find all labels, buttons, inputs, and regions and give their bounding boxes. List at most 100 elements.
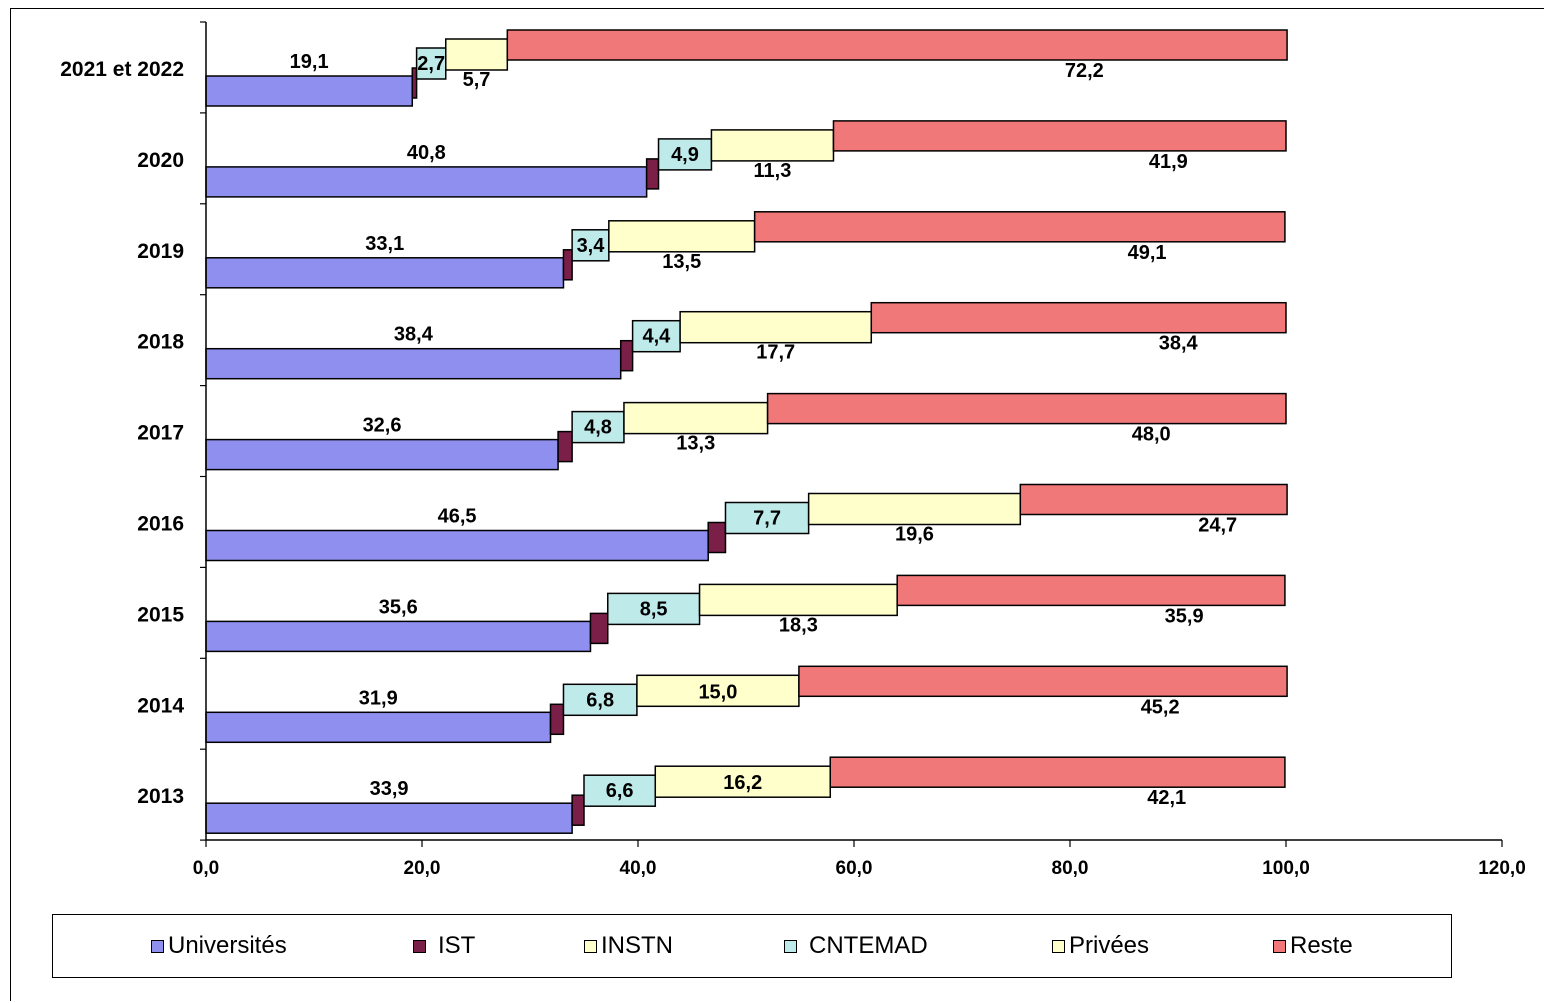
data-label-cntemad: 6,8 — [586, 689, 614, 711]
bar-cntemad-2020 — [657, 138, 713, 171]
bar-privees-2019 — [608, 220, 756, 253]
bar-universites-2014 — [205, 711, 552, 744]
bar-ist-2021-et-2022 — [411, 67, 418, 99]
bar-universites-2019 — [205, 257, 565, 289]
category-label: 2020 — [137, 149, 184, 172]
data-label-reste: 41,9 — [1149, 151, 1188, 173]
bar-privees-2013 — [654, 765, 831, 798]
bar-privees-2020 — [710, 129, 835, 162]
legend-label-instn: INSTN — [601, 932, 673, 959]
data-label-reste: 24,7 — [1198, 515, 1237, 537]
bar-reste-2015 — [896, 574, 1286, 607]
bar-universites-2021-et-2022 — [205, 75, 414, 107]
category-label: 2016 — [137, 513, 184, 536]
legend-swatch-cntemad — [784, 939, 797, 953]
data-label-cntemad: 8,5 — [640, 598, 668, 620]
labels-layer: 2021 et 2022 2020 2019 2018 2017 2016 2015 2014… — [60, 51, 1237, 809]
data-label-privees: 5,7 — [463, 69, 491, 91]
legend-item-universites: Universités — [151, 932, 287, 959]
bar-privees-2021-et-2022 — [445, 38, 509, 71]
data-label-privees: 11,3 — [754, 160, 792, 182]
data-label-cntemad: 3,4 — [577, 235, 606, 257]
data-label-reste: 45,2 — [1141, 696, 1180, 718]
data-label-universites: 19,1 — [290, 51, 329, 73]
bar-cntemad-2019 — [571, 229, 610, 262]
category-label: 2014 — [137, 694, 184, 717]
x-tick-label: 40,0 — [620, 858, 657, 879]
bar-privees-2018 — [679, 310, 873, 344]
axes-layer: 0,0 20,0 40,0 60,0 80,0 100,0 120,0 — [193, 21, 1526, 879]
data-label-universites: 35,6 — [379, 596, 418, 618]
x-tick-label: 120,0 — [1478, 858, 1526, 879]
legend-item-cntemad: CNTEMAD — [784, 932, 928, 959]
bar-privees-2015 — [698, 583, 898, 617]
legend-swatch-instn — [584, 939, 597, 953]
data-label-privees: 13,5 — [662, 251, 701, 273]
legend-label-privees: Privées — [1069, 932, 1150, 959]
bar-cntemad-2018 — [631, 319, 681, 353]
bar-reste-2020 — [832, 120, 1287, 152]
bar-privees-2016 — [807, 492, 1022, 526]
bar-reste-2013 — [829, 756, 1286, 788]
chart-frame — [10, 8, 1544, 1001]
category-label: 2017 — [137, 422, 184, 445]
legend-item-ist: IST — [413, 932, 476, 959]
data-label-cntemad: 2,7 — [417, 53, 445, 75]
category-label: 2021 et 2022 — [60, 58, 184, 81]
legend: Universités IST INSTN CNTEMAD Privées Re… — [52, 914, 1452, 978]
data-label-universites: 33,1 — [365, 233, 404, 255]
bar-universites-2017 — [205, 438, 559, 471]
legend-item-instn: INSTN — [584, 932, 673, 959]
data-label-reste: 38,4 — [1159, 333, 1199, 355]
bar-universites-2013 — [205, 802, 573, 834]
bar-cntemad-2013 — [583, 774, 657, 807]
bar-ist-2018 — [619, 339, 634, 372]
data-label-privees: 18,3 — [779, 614, 818, 636]
data-label-reste: 35,9 — [1165, 605, 1204, 627]
legend-label-ist: IST — [438, 932, 476, 959]
bar-reste-2021-et-2022 — [506, 29, 1288, 61]
bar-cntemad-2016 — [724, 501, 810, 535]
data-label-universites: 38,4 — [394, 324, 434, 346]
bar-ist-2015 — [589, 612, 609, 645]
data-label-cntemad: 4,8 — [584, 417, 612, 439]
data-label-universites: 40,8 — [407, 142, 446, 164]
bar-universites-2016 — [205, 529, 709, 562]
legend-swatch-universites — [151, 939, 164, 953]
x-tick-label: 60,0 — [836, 858, 873, 879]
data-label-privees: 15,0 — [698, 681, 737, 703]
legend-item-privees: Privées — [1052, 932, 1150, 959]
bar-cntemad-2015 — [607, 592, 701, 626]
data-label-privees: 17,7 — [756, 342, 795, 364]
x-tick-label: 80,0 — [1052, 858, 1089, 879]
bar-reste-2016 — [1019, 483, 1288, 516]
x-tick-label: 20,0 — [404, 858, 441, 879]
category-label: 2018 — [137, 331, 184, 354]
data-label-universites: 32,6 — [363, 415, 402, 437]
data-label-reste: 42,1 — [1147, 787, 1186, 809]
bar-reste-2017 — [766, 392, 1287, 425]
bar-reste-2014 — [798, 665, 1288, 698]
category-label: 2019 — [137, 240, 184, 263]
data-label-universites: 46,5 — [438, 506, 477, 528]
bar-ist-2020 — [645, 158, 660, 190]
bar-ist-2014 — [549, 703, 565, 736]
data-label-cntemad: 4,9 — [671, 144, 699, 166]
bar-reste-2018 — [870, 301, 1287, 334]
bar-privees-2014 — [636, 674, 800, 708]
bar-reste-2019 — [753, 211, 1286, 243]
bar-privees-2017 — [623, 401, 769, 435]
legend-label-cntemad: CNTEMAD — [809, 932, 928, 959]
data-label-reste: 72,2 — [1065, 60, 1104, 82]
data-label-reste: 49,1 — [1128, 242, 1167, 264]
category-label: 2015 — [137, 603, 184, 626]
category-label: 2013 — [137, 785, 184, 808]
bar-ist-2016 — [707, 521, 727, 554]
legend-swatch-ist — [413, 939, 426, 953]
bar-ist-2017 — [557, 430, 573, 463]
data-label-cntemad: 4,4 — [642, 326, 671, 348]
x-tick-label: 0,0 — [193, 858, 219, 879]
data-label-privees: 16,2 — [723, 772, 762, 794]
legend-label-reste: Reste — [1290, 932, 1353, 959]
